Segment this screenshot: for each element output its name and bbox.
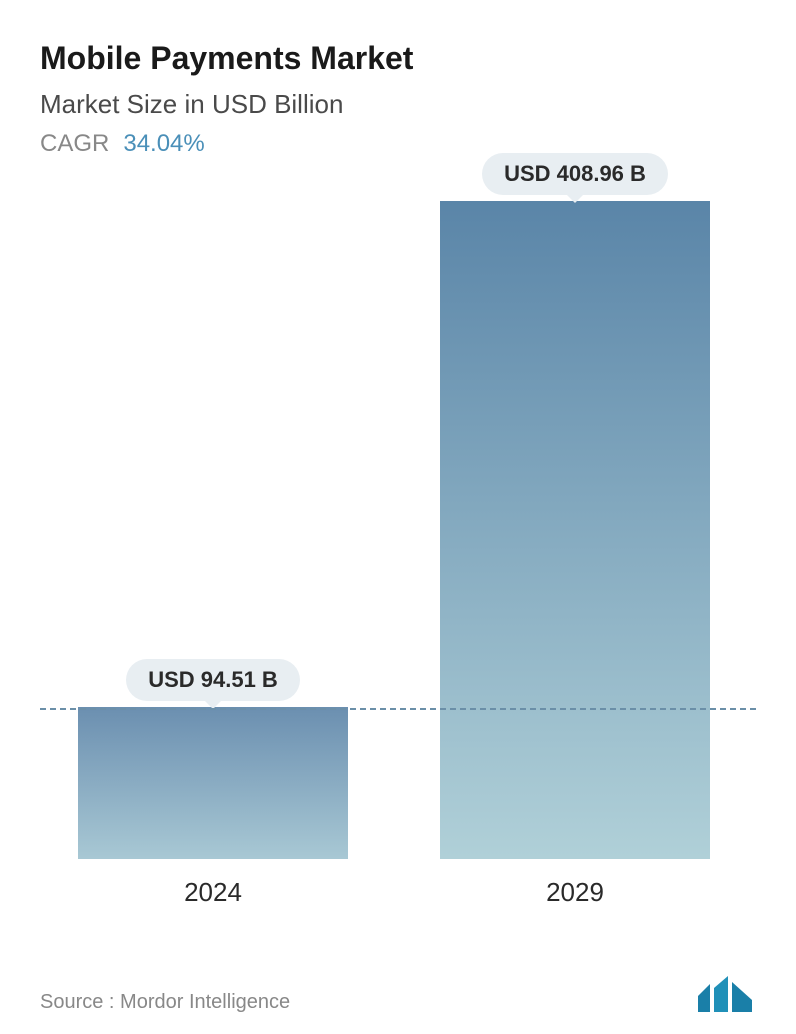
- mordor-logo-icon: [696, 974, 756, 1014]
- chart-title: Mobile Payments Market: [40, 40, 756, 77]
- bar-2029-container: USD 408.96 B 2029: [440, 153, 710, 908]
- bar-2029-value-label: USD 408.96 B: [482, 153, 668, 195]
- bar-2024: [78, 707, 348, 859]
- bar-2024-container: USD 94.51 B 2024: [78, 659, 348, 908]
- bar-2029: [440, 201, 710, 859]
- chart-footer: Source : Mordor Intelligence: [40, 974, 756, 1014]
- chart-area: USD 94.51 B 2024 USD 408.96 B 2029: [40, 168, 756, 908]
- cagr-label: CAGR: [40, 130, 109, 158]
- chart-subtitle: Market Size in USD Billion: [40, 89, 756, 120]
- bar-2024-year: 2024: [184, 877, 242, 908]
- cagr-value: 34.04%: [123, 130, 204, 158]
- source-text: Source : Mordor Intelligence: [40, 991, 290, 1014]
- bar-2029-year: 2029: [546, 877, 604, 908]
- bar-2024-value-label: USD 94.51 B: [126, 659, 300, 701]
- reference-line: [40, 708, 756, 710]
